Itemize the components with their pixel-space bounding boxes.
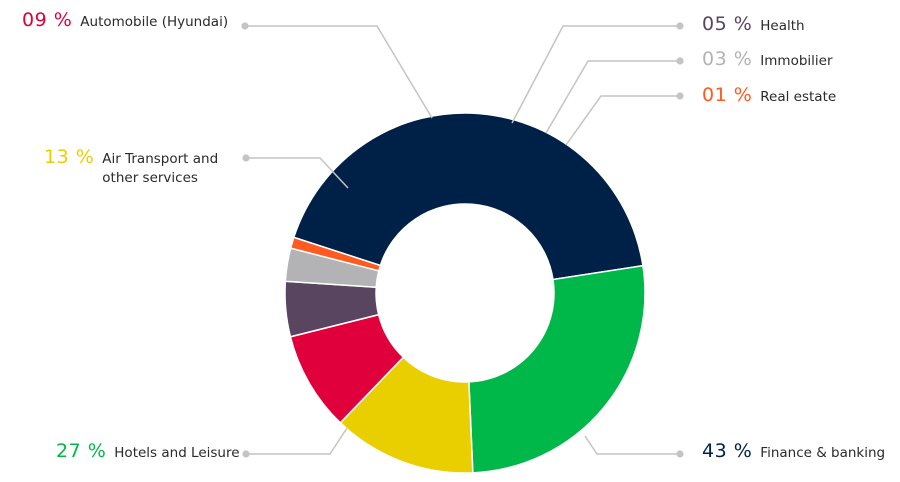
leader-line-automobile [245,25,433,119]
pct-air-transport: 13 % [44,146,95,168]
label-health: 05 % Health [702,13,805,36]
label-immobilier: 03 % Immobilier [702,48,833,71]
leader-dot-real-estate [676,92,684,100]
label-real-estate: 01 % Real estate [702,84,836,107]
label-automobile: 09 % Automobile (Hyundai) [22,9,228,32]
pct-automobile: 09 % [22,9,73,31]
name-immobilier: Immobilier [760,53,833,69]
leader-dot-finance [676,450,684,458]
slice-real-estate [289,236,382,272]
leader-line-air-transport [246,157,349,189]
leader-dot-immobilier [676,57,684,65]
name-air-transport: Air Transport and other services [102,151,219,186]
name-real-estate: Real estate [760,89,837,105]
pct-real-estate: 01 % [702,84,753,106]
slice-hotels-and-leisure [468,264,646,474]
leader-line-immobilier [545,60,680,134]
label-finance: 43 % Finance & banking [702,440,885,463]
name-hotels: Hotels and Leisure [114,445,240,461]
pct-hotels: 27 % [56,440,107,462]
pct-immobilier: 03 % [702,48,753,70]
leader-dot-health [676,22,684,30]
donut-slices [284,112,646,474]
leader-dot-air-transport [242,154,250,162]
leader-lines [241,22,684,458]
leader-dot-automobile [241,22,249,30]
leader-dot-hotels [242,450,250,458]
pct-finance: 43 % [702,440,753,462]
label-hotels: 27 % Hotels and Leisure [56,440,240,463]
leader-line-finance [584,435,680,455]
slice-finance-banking [292,112,644,281]
pct-health: 05 % [702,13,753,35]
name-health: Health [760,18,805,34]
leader-line-health [511,25,680,124]
name-finance: Finance & banking [760,445,886,461]
name-automobile: Automobile (Hyundai) [80,14,229,30]
leader-line-real-estate [565,95,680,146]
leader-line-hotels [246,427,348,455]
label-air-transport: 13 % Air Transport and other services [44,146,227,188]
